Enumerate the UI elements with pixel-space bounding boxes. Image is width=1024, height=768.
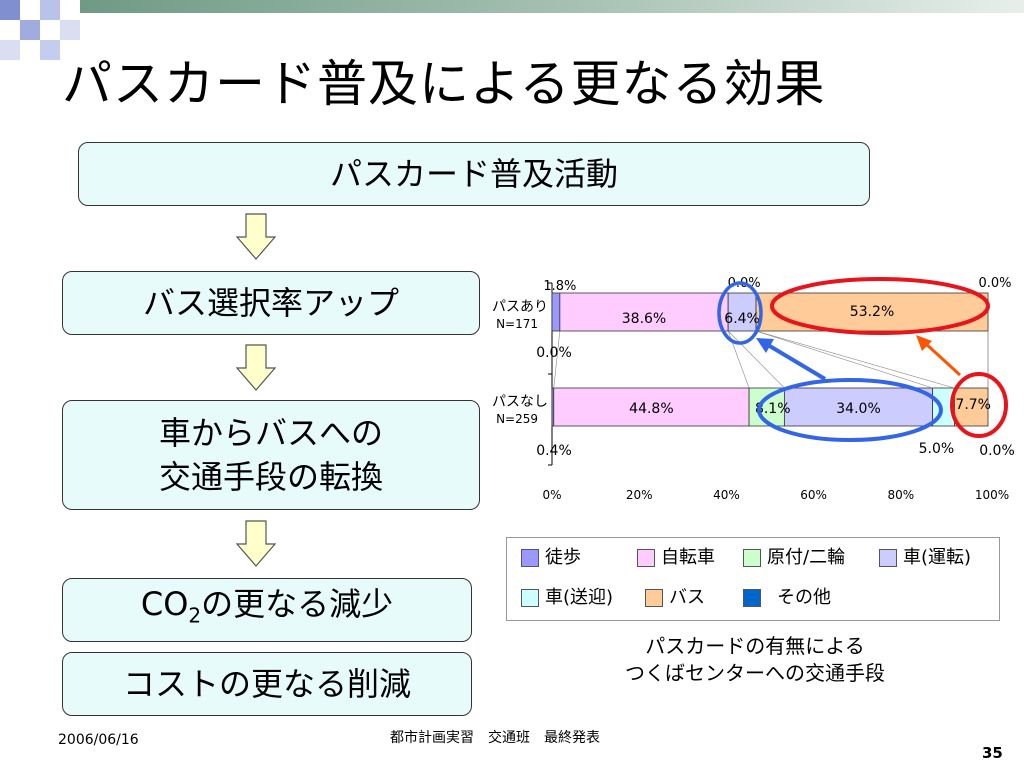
arrow-head-blue — [756, 338, 774, 353]
flow-box-co2-reduction: CO2の更なる減少 — [62, 578, 472, 642]
legend-item-motorbike: 原付/二輪 — [743, 547, 845, 569]
data-label: 38.6% — [622, 311, 666, 327]
legend-label-bicycle: 自転車 — [661, 547, 715, 568]
bar-segment — [783, 387, 934, 427]
slide-title: パスカード普及による更なる効果 — [62, 55, 826, 113]
flow-box-bus-rate-up: バス選択率アップ — [62, 271, 480, 335]
footer-title: 都市計画実習 交通班 最終発表 — [390, 730, 600, 746]
co2-suffix: の更なる減少 — [201, 585, 394, 624]
data-label: 5.0% — [919, 441, 955, 457]
series-connector-line — [727, 330, 785, 389]
data-label: 0.4% — [536, 443, 572, 459]
bar-segment — [553, 387, 750, 427]
category-label: パスなし — [492, 394, 548, 410]
legend-swatch-other — [743, 589, 761, 607]
data-label: 53.2% — [850, 304, 894, 320]
legend-label-motorbike: 原付/二輪 — [767, 547, 846, 568]
chart-legend: 徒歩 自転車 原付/二輪 車(運転) 車(送迎) バス その他 — [506, 537, 1000, 621]
corner-square-5 — [0, 40, 20, 60]
top-accent-bar — [80, 0, 1024, 13]
legend-label-car-ride: 車(送迎) — [545, 587, 614, 608]
highlight-ellipse-blue — [717, 281, 763, 345]
x-tick-label: 0% — [542, 488, 561, 502]
category-n-label: N=259 — [496, 412, 538, 426]
legend-swatch-bicycle — [637, 549, 655, 567]
flow-box-mode-shift-line2: 交通手段の転換 — [158, 458, 383, 496]
arrow-line-orange — [923, 341, 962, 377]
page-number: 35 — [982, 744, 1003, 762]
data-label: 44.8% — [629, 401, 673, 417]
flow-box-co2-label: CO2の更なる減少 — [141, 582, 393, 637]
bar-segment — [727, 292, 757, 332]
legend-item-bus: バス — [645, 587, 705, 609]
flow-box-pass-card-activity-label: パスカード普及活動 — [329, 155, 618, 193]
corner-square-1 — [0, 0, 20, 20]
category-label: パスあり — [492, 299, 548, 315]
bar-segment — [954, 387, 989, 427]
chart-caption-line1: パスカードの有無による — [645, 634, 865, 658]
corner-square-6 — [40, 40, 60, 60]
corner-square-2 — [40, 0, 60, 20]
data-label: 0.0% — [536, 345, 572, 361]
legend-item-bicycle: 自転車 — [637, 547, 715, 569]
legend-swatch-car-drive — [879, 549, 897, 567]
legend-label-car-drive: 車(運転) — [903, 547, 972, 568]
x-tick-label: 20% — [626, 488, 653, 502]
legend-swatch-walk — [521, 549, 539, 567]
x-tick-label: 80% — [887, 488, 914, 502]
legend-swatch-bus — [645, 589, 663, 607]
legend-item-car-ride: 車(送迎) — [521, 587, 613, 609]
highlight-ellipse-red — [950, 372, 1008, 438]
footer-date: 2006/06/16 — [58, 732, 139, 748]
x-tick-label: 60% — [800, 488, 827, 502]
corner-square-4 — [60, 20, 80, 40]
mode-share-chart: パスあり N=171 パスなし N=259 1.8% 38.6% 0.0% 6.4% 0.0% 5… — [492, 276, 1015, 502]
flow-box-pass-card-activity: パスカード普及活動 — [78, 142, 870, 206]
series-connector-line — [755, 330, 933, 389]
legend-label-walk: 徒歩 — [545, 547, 581, 568]
flow-box-mode-shift-line1: 車からバスへの — [158, 414, 383, 452]
data-label: 0.0% — [978, 276, 1011, 291]
legend-label-bus: バス — [669, 587, 705, 608]
arrow-line-blue — [766, 343, 827, 381]
flow-box-bus-rate-up-label: バス選択率アップ — [142, 284, 399, 322]
legend-swatch-car-ride — [521, 589, 539, 607]
x-tick-label: 100% — [975, 488, 1009, 502]
flow-box-mode-shift: 車からバスへの 交通手段の転換 — [62, 400, 480, 510]
legend-label-other: その他 — [777, 587, 831, 608]
data-label: 34.0% — [836, 401, 880, 417]
bar-segment — [559, 292, 729, 332]
co2-subscript: 2 — [188, 603, 202, 628]
bar-segment — [551, 292, 561, 332]
bar-segment — [748, 387, 785, 427]
chart-annotations — [717, 277, 1008, 442]
category-n-label: N=171 — [496, 317, 538, 331]
legend-item-car-drive: 車(運転) — [879, 547, 971, 569]
chart-caption: パスカードの有無による つくばセンターへの交通手段 — [590, 633, 920, 687]
flow-box-cost-reduction-label: コストの更なる削減 — [122, 665, 411, 703]
legend-swatch-motorbike — [743, 549, 761, 567]
chart-caption-line2: つくばセンターへの交通手段 — [625, 661, 885, 685]
data-label: 8.1% — [755, 401, 791, 417]
data-label: 1.8% — [543, 279, 576, 294]
down-arrow-icon — [236, 520, 276, 567]
legend-item-other: その他 — [743, 587, 831, 609]
data-label: 6.4% — [724, 311, 760, 327]
flow-box-cost-reduction: コストの更なる削減 — [62, 652, 472, 716]
highlight-ellipse-red — [770, 277, 990, 335]
highlight-ellipse-blue — [757, 378, 943, 442]
corner-square-3 — [20, 20, 40, 40]
series-connector-line — [755, 330, 955, 389]
data-label: 7.7% — [955, 397, 991, 413]
series-connector-line — [553, 330, 561, 389]
arrow-head-orange — [916, 335, 932, 351]
down-arrow-icon — [236, 344, 276, 391]
down-arrow-icon — [236, 213, 276, 260]
co2-prefix: CO — [140, 585, 189, 624]
data-label: 0.0% — [979, 443, 1015, 459]
x-tick-label: 40% — [713, 488, 740, 502]
legend-item-walk: 徒歩 — [521, 547, 581, 569]
